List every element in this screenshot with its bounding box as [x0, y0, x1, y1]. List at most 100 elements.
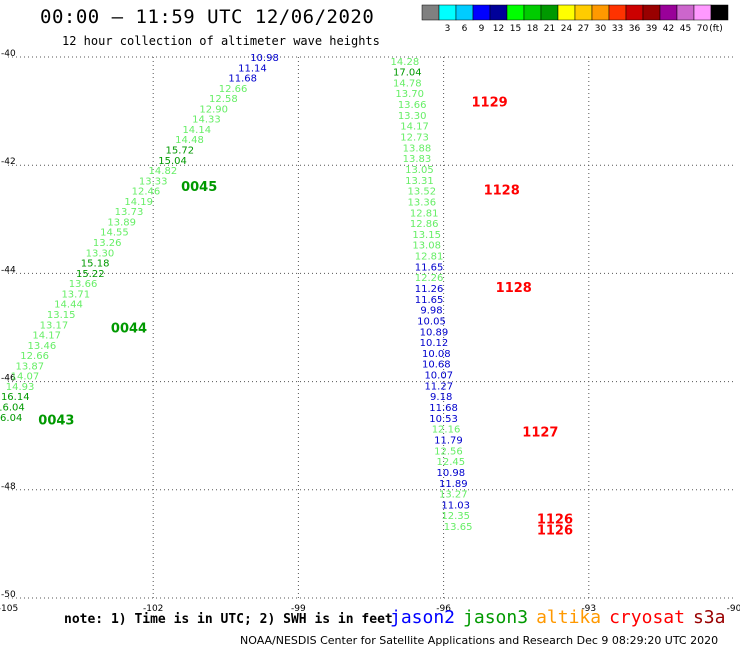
- pass-time-label: 1128: [496, 281, 532, 296]
- legend-jason3: jason3: [463, 607, 529, 628]
- swh-value-label: 12.16: [432, 425, 461, 436]
- swh-value-label: 13.73: [115, 207, 144, 218]
- swh-value-label: 14.33: [192, 115, 221, 126]
- colorbar-tick-label: 33: [612, 24, 623, 34]
- swh-value-label: 13.87: [15, 361, 44, 372]
- swh-value-label: 16.14: [1, 392, 30, 403]
- legend-cryosat: cryosat: [609, 607, 685, 628]
- y-tick-label: -48: [1, 482, 16, 492]
- y-tick-label: -50: [1, 590, 16, 600]
- swh-value-label: 13.05: [405, 165, 434, 176]
- swh-value-label: 13.88: [403, 143, 432, 154]
- swh-value-label: 13.36: [407, 197, 436, 208]
- swh-value-label: 11.68: [228, 74, 257, 85]
- colorbar: 3 6 9 12 15 18 21 24 27 30 33 36 39 42 45 70 (ft): [421, 4, 729, 34]
- legend-jason2: jason2: [390, 607, 456, 628]
- swh-value-label: 10.98: [437, 468, 466, 479]
- swh-value-label: 12.26: [415, 273, 444, 284]
- swh-value-label: 13.30: [86, 248, 115, 259]
- swh-value-label: 13.70: [395, 89, 424, 100]
- pass-time-label: 0045: [181, 180, 217, 195]
- x-tick-label: -90: [727, 604, 740, 614]
- swh-value-label: 17.04: [393, 68, 422, 79]
- swh-value-label: 10.07: [424, 371, 453, 382]
- map-axes: -105 -102 -99 -96 -93 -90 -40 -42 -44 -46 -48 -50: [0, 49, 740, 614]
- x-tick-label: -93: [581, 604, 596, 614]
- colorbar-tick-label: 70: [697, 24, 709, 34]
- swh-value-label: 10.53: [429, 414, 458, 425]
- colorbar-swatch: [455, 4, 474, 21]
- pass-time-label: 1128: [484, 184, 520, 199]
- colorbar-tick-label: 27: [578, 24, 589, 34]
- page-title: 00:00 — 11:59 UTC 12/06/2020: [40, 6, 375, 28]
- pass-time-label: 1126: [537, 523, 573, 538]
- colorbar-tick-label: 30: [595, 24, 607, 34]
- colorbar-swatch: [608, 4, 627, 21]
- colorbar-swatch: [438, 4, 457, 21]
- swh-value-label: 12.45: [437, 457, 466, 468]
- swh-value-label: 13.17: [40, 320, 69, 331]
- colorbar-tick-label: 39: [646, 24, 658, 34]
- swh-value-label: 11.27: [424, 381, 453, 392]
- page-subtitle: 12 hour collection of altimeter wave hei…: [62, 34, 380, 48]
- swh-value-label: 14.55: [100, 228, 129, 239]
- swh-value-label: 11.26: [415, 284, 444, 295]
- swh-value-label: 14.19: [124, 197, 153, 208]
- pass-time-label: 0043: [38, 413, 74, 428]
- swh-value-label: 10.12: [420, 338, 449, 349]
- swh-value-label: 14.78: [393, 78, 422, 89]
- satellite-legend: jason2 jason3 altika cryosat s3a: [390, 607, 733, 628]
- swh-value-label: 12.35: [441, 511, 470, 522]
- swh-value-label: 13.26: [93, 238, 122, 249]
- swh-value-label: 10.08: [422, 349, 451, 360]
- colorbar-swatch: [591, 4, 610, 21]
- colorbar-swatch: [557, 4, 576, 21]
- swh-value-label: 13.71: [61, 289, 90, 300]
- swh-value-label: 14.07: [11, 372, 40, 383]
- swh-value-label: 13.30: [398, 111, 427, 122]
- colorbar-tick-label: 24: [561, 24, 573, 34]
- swh-value-label: 13.08: [412, 241, 441, 252]
- swh-value-label: 14.82: [149, 166, 178, 177]
- swh-value-label: 14.17: [400, 122, 429, 133]
- swh-value-label: 11.89: [439, 479, 468, 490]
- swh-value-label: 14.44: [54, 300, 83, 311]
- colorbar-swatch: [710, 4, 729, 21]
- x-tick-label: -105: [0, 604, 18, 614]
- colorbar-swatch: [693, 4, 712, 21]
- swh-value-label: 13.66: [69, 279, 98, 290]
- swh-value-label: 13.31: [405, 176, 434, 187]
- swh-value-label: 10.89: [420, 327, 449, 338]
- swh-value-label: 12.90: [199, 104, 228, 115]
- swh-value-label: 11.65: [415, 262, 444, 273]
- swh-value-label: 13.15: [412, 230, 441, 241]
- swh-value-label: 12.46: [132, 187, 161, 198]
- swh-value-label: 11.03: [441, 500, 470, 511]
- colorbar-tick-label: 36: [629, 24, 641, 34]
- units-note: note: 1) Time is in UTC; 2) SWH is in fe…: [64, 612, 393, 627]
- colorbar-swatch: [659, 4, 678, 21]
- swh-value-label: 12.81: [410, 208, 439, 219]
- swh-value-label: 15.72: [165, 146, 194, 157]
- y-tick-label: -42: [1, 157, 16, 167]
- colorbar-tick-label: 9: [479, 24, 485, 34]
- swh-value-label: 9.98: [420, 306, 442, 317]
- pass-time-label: 1129: [471, 95, 507, 110]
- swh-value-label: 13.27: [439, 490, 468, 501]
- pass-time-label: 1126: [537, 512, 573, 527]
- colorbar-swatch: [574, 4, 593, 21]
- swh-value-label: 12.86: [410, 219, 439, 230]
- colorbar-tick-label: 45: [680, 24, 691, 34]
- swh-value-label: 14.17: [32, 331, 61, 342]
- colorbar-tick-label: 15: [510, 24, 521, 34]
- colorbar-swatch: [472, 4, 491, 21]
- colorbar-tick-label: 18: [527, 24, 539, 34]
- swh-value-label: 13.65: [444, 522, 473, 533]
- swh-value-label: 14.28: [391, 57, 420, 68]
- colorbar-swatch: [625, 4, 644, 21]
- wave-height-points: 10.9811.1411.6812.6612.5812.9014.3314.14…: [0, 53, 472, 533]
- colorbar-tick-label: 21: [544, 24, 555, 34]
- x-tick-label: -96: [436, 604, 451, 614]
